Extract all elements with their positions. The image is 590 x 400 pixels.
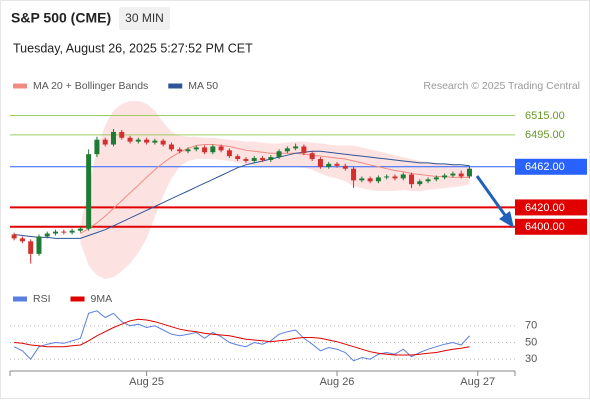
y-tick-label: 50 (525, 336, 537, 348)
x-tick-label: Aug 26 (320, 376, 355, 388)
candle-body (309, 153, 315, 160)
candle-body (367, 178, 373, 182)
candle-body (202, 147, 208, 153)
candle-body (334, 163, 340, 166)
candle-body (210, 146, 216, 153)
level-label: 6495.00 (525, 129, 565, 141)
legend-label: 9MA (91, 293, 113, 305)
candle-body (466, 168, 472, 177)
indicator-line (14, 318, 470, 356)
candle-body (293, 146, 299, 149)
candle-body (102, 139, 108, 145)
level-label: 6420.00 (525, 202, 565, 214)
legend-label: RSI (33, 293, 51, 305)
candle-body (409, 174, 415, 185)
candle-body (417, 181, 423, 185)
arrow-head (499, 211, 514, 228)
candle-body (127, 137, 133, 142)
datetime: Tuesday, August 26, 2025 5:27:52 PM CET (13, 41, 253, 55)
legend-swatch (13, 296, 27, 302)
level-label: 6515.00 (525, 110, 565, 122)
candle-body (433, 177, 439, 180)
candle-body (400, 174, 406, 179)
copyright: Research © 2025 Trading Central (423, 80, 580, 92)
candle-body (359, 178, 365, 181)
legend-swatch (168, 83, 183, 89)
candle-body (94, 139, 100, 155)
ma-line (14, 150, 470, 239)
level-label-box (515, 158, 587, 175)
candle-body (86, 154, 92, 229)
candle-body (425, 179, 431, 182)
y-tick-label: 70 (525, 320, 537, 332)
y-tick-label: 30 (525, 353, 537, 365)
candle-body (69, 230, 75, 233)
candle-body (119, 131, 125, 138)
timeframe-box (119, 7, 170, 30)
candle-body (53, 231, 59, 234)
candle-body (317, 159, 323, 167)
candle-body (458, 173, 464, 177)
candle-body (375, 177, 381, 182)
candle-body (276, 151, 282, 158)
candle-body (144, 139, 150, 143)
candle-body (351, 168, 357, 181)
x-tick-label: Aug 27 (460, 376, 495, 388)
forecast-arrow (475, 175, 514, 228)
indicator-line (13, 310, 470, 362)
level-label-box (515, 218, 587, 235)
candle-body (226, 150, 232, 157)
candle-body (260, 158, 265, 160)
candle-body (61, 231, 67, 233)
level-label: 6400.00 (525, 221, 565, 233)
candle-body (268, 157, 274, 160)
candle-body (19, 238, 25, 242)
level-label: 6462.00 (525, 161, 565, 173)
candle-body (135, 139, 141, 142)
legend-label: MA 20 + Bollinger Bands (33, 80, 148, 92)
candle-body (392, 176, 398, 179)
candle-body (44, 233, 50, 237)
arrow-shaft (475, 175, 509, 219)
symbol: S&P 500 (CME) (11, 10, 111, 26)
candle-body (28, 241, 34, 254)
candle-body (160, 140, 166, 145)
candle-body (326, 163, 332, 167)
candle-body (301, 146, 307, 154)
candle-body (77, 228, 83, 231)
candle-body (384, 176, 390, 178)
bollinger-band (80, 101, 470, 279)
legend-swatch (70, 296, 85, 302)
candle-body (185, 149, 191, 152)
candle-body (450, 173, 456, 176)
candle-body (110, 131, 116, 145)
candle-body (36, 236, 42, 254)
candle-body (11, 234, 17, 239)
candle-body (152, 140, 158, 143)
candle-body (235, 156, 241, 160)
ma-line (80, 144, 470, 234)
candle-body (218, 146, 224, 151)
candle-body (168, 144, 174, 150)
candle-body (193, 147, 199, 150)
candle-body (284, 148, 290, 152)
candle-body (342, 165, 348, 169)
legend-label: MA 50 (188, 80, 218, 92)
legend-swatch (13, 83, 27, 89)
candle-body (177, 149, 183, 152)
x-tick-label: Aug 25 (129, 376, 164, 388)
candle-body (251, 158, 257, 161)
candle-body (243, 159, 249, 161)
timeframe: 30 MIN (125, 11, 164, 25)
candle-body (442, 175, 448, 178)
level-label-box (515, 199, 587, 216)
